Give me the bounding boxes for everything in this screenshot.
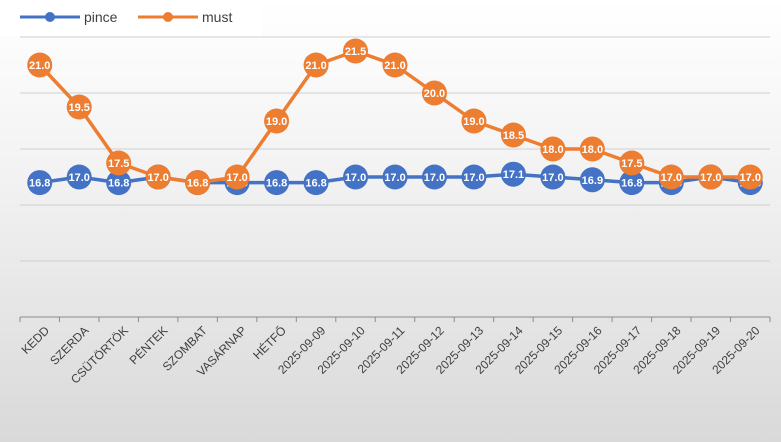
data-label: 17.0	[68, 172, 89, 184]
data-label: 17.0	[463, 172, 484, 184]
data-point	[421, 164, 447, 190]
data-point	[461, 164, 487, 190]
data-label: 16.8	[621, 178, 642, 190]
x-axis: KEDDSZERDACSÜTÖRTÖKPÉNTEKSZOMBATVASÁRNAP…	[19, 316, 771, 386]
data-point	[579, 136, 605, 162]
legend-label: pince	[84, 9, 118, 25]
data-point	[66, 94, 92, 120]
data-label: 19.0	[463, 116, 484, 128]
data-point	[343, 38, 369, 64]
data-label: 18.0	[582, 144, 603, 156]
data-label: 17.5	[108, 158, 129, 170]
data-label: 17.0	[740, 172, 761, 184]
data-point	[421, 80, 447, 106]
data-label: 17.0	[384, 172, 405, 184]
data-label: 17.0	[226, 172, 247, 184]
data-point	[382, 52, 408, 78]
data-label: 17.5	[621, 158, 642, 170]
data-label: 16.8	[266, 178, 287, 190]
data-point	[27, 170, 53, 196]
data-label: 17.0	[661, 172, 682, 184]
data-label: 18.0	[542, 144, 563, 156]
data-point	[224, 164, 250, 190]
data-point	[737, 164, 763, 190]
data-point	[303, 170, 329, 196]
legend-marker	[45, 12, 55, 22]
data-point	[698, 164, 724, 190]
data-point	[66, 164, 92, 190]
data-label: 16.8	[187, 178, 208, 190]
gridlines	[20, 36, 770, 262]
x-tick-label: KEDD	[19, 323, 53, 357]
data-point	[540, 164, 566, 190]
data-point	[264, 170, 290, 196]
data-label: 19.5	[68, 102, 89, 114]
legend-label: must	[202, 9, 232, 25]
data-label: 16.8	[305, 178, 326, 190]
data-point	[461, 108, 487, 134]
data-label: 21.0	[384, 60, 405, 72]
data-label: 19.0	[266, 116, 287, 128]
data-label: 21.0	[305, 60, 326, 72]
data-point	[540, 136, 566, 162]
data-label: 17.1	[503, 169, 524, 181]
data-point	[382, 164, 408, 190]
series-points-must: 21.0 19.5 17.5 17.0 16.8 17.0 19.0 21.0 21.5 21.0…	[27, 38, 763, 196]
data-point	[303, 52, 329, 78]
data-point	[619, 170, 645, 196]
data-label: 17.0	[147, 172, 168, 184]
data-point	[619, 150, 645, 176]
data-label: 17.0	[424, 172, 445, 184]
data-point	[106, 150, 132, 176]
data-point	[343, 164, 369, 190]
x-tick-label: HÉTFŐ	[250, 323, 289, 362]
data-label: 16.9	[582, 175, 603, 187]
data-point	[658, 164, 684, 190]
data-label: 18.5	[503, 130, 524, 142]
data-point	[145, 164, 171, 190]
data-label: 16.8	[29, 178, 50, 190]
data-point	[27, 52, 53, 78]
data-point	[500, 122, 526, 148]
data-label: 17.0	[542, 172, 563, 184]
data-label: 21.5	[345, 46, 366, 58]
legend-entry-must: must	[138, 9, 232, 25]
series-layer: 16.8 17.0 16.8 17.0 16.8 16.8 16.8 16.8 17.0 17.0…	[27, 38, 763, 196]
data-point	[264, 108, 290, 134]
data-label: 16.8	[108, 178, 129, 190]
data-point	[106, 170, 132, 196]
legend-marker	[163, 12, 173, 22]
data-point	[579, 167, 605, 193]
data-point	[500, 161, 526, 187]
data-label: 20.0	[424, 88, 445, 100]
legend: pince must	[20, 9, 232, 25]
data-label: 17.0	[700, 172, 721, 184]
data-label: 21.0	[29, 60, 50, 72]
data-label: 17.0	[345, 172, 366, 184]
data-point	[185, 170, 211, 196]
legend-entry-pince: pince	[20, 9, 118, 25]
